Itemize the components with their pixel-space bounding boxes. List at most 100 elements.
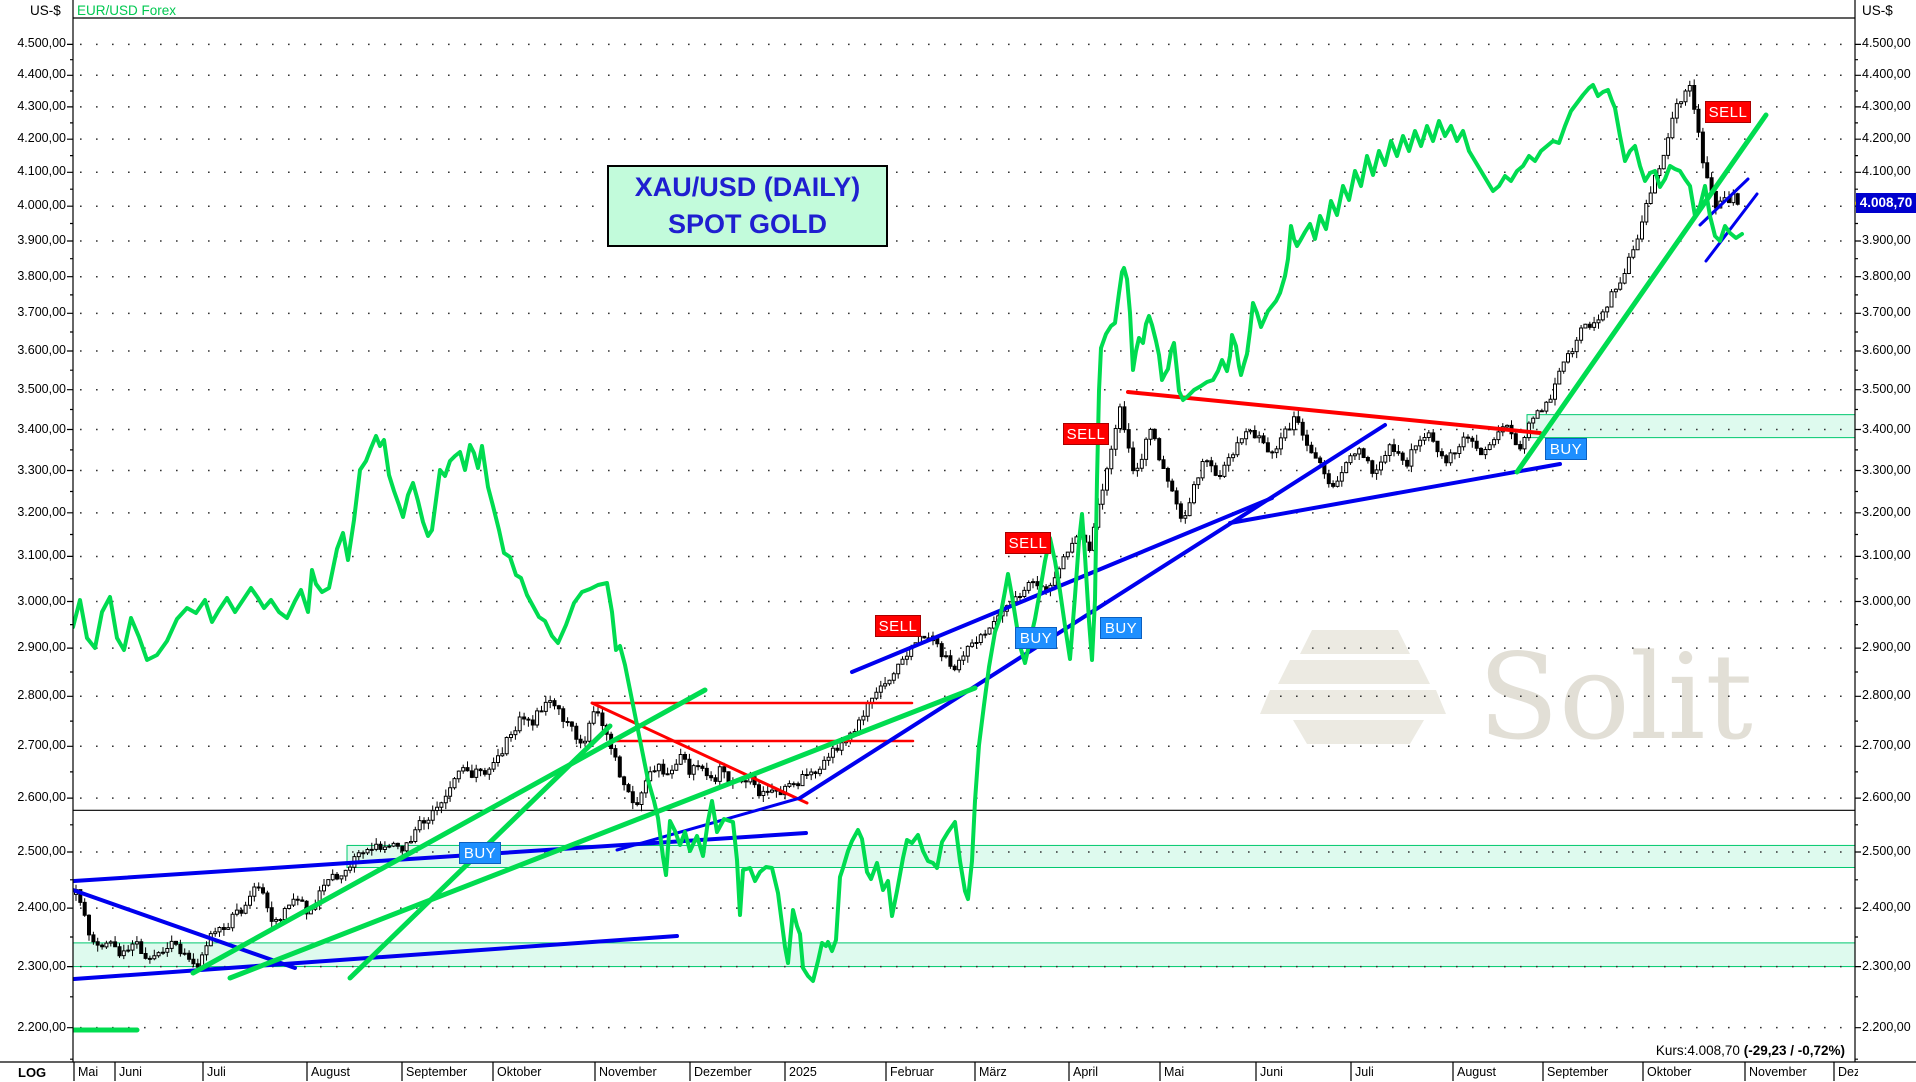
blue-trendline (1704, 192, 1759, 263)
green-trendline (227, 685, 978, 981)
price-axis-label-left: 3.300,00 (17, 462, 66, 477)
price-axis-label-right: 2.300,00 (1862, 958, 1911, 973)
price-axis-label-right: 2.500,00 (1862, 844, 1911, 858)
blue-trendline (1698, 177, 1750, 227)
price-axis-label-right: 3.400,00 (1862, 421, 1911, 436)
price-axis-label-right: 2.800,00 (1862, 688, 1911, 703)
price-axis-label-right: 4.500,00 (1862, 36, 1911, 51)
blue-trendline (1228, 462, 1562, 525)
price-axis-label-right: 3.000,00 (1862, 593, 1911, 608)
log-scale-label: LOG (18, 1065, 47, 1080)
price-axis-label-right: 3.700,00 (1862, 305, 1911, 320)
chart-title-line1: XAU/USD (DAILY) (634, 172, 861, 202)
overlay-series-label: EUR/USD Forex (77, 3, 177, 18)
buy-signal-badge: BUY (459, 842, 501, 864)
candles-up (74, 85, 1736, 968)
price-axis-label-right: 2.600,00 (1862, 790, 1911, 805)
price-axis-label-left: 4.100,00 (17, 164, 66, 179)
price-axis-label-right: 4.100,00 (1862, 164, 1911, 179)
month-label: Dez (1838, 1065, 1858, 1079)
month-label: Juli (1355, 1065, 1374, 1079)
month-label: Februar (890, 1065, 934, 1079)
price-axis-label-left: 3.100,00 (17, 548, 66, 563)
time-axis: Mai Juni Juli August September Oktober Novembe… (0, 1062, 1858, 1082)
month-label: Juni (119, 1065, 142, 1079)
price-axis-label-left: 2.200,00 (17, 1019, 66, 1034)
price-axis-label-right: 2.400,00 (1862, 900, 1911, 915)
price-axis-label-right: 3.600,00 (1862, 342, 1911, 357)
left-axis-currency-label: US-$ (30, 3, 61, 18)
buy-signal-badge: BUY (1100, 617, 1142, 639)
support-zone-band (73, 942, 1855, 968)
price-axis-label-left: 4.200,00 (17, 131, 66, 146)
price-axis-label-left: 4.300,00 (17, 98, 66, 113)
price-axis-label-left: 2.300,00 (17, 958, 66, 973)
blue-trendline (850, 496, 1274, 674)
price-axis-label-left: 2.900,00 (17, 640, 66, 655)
price-axis-label-right: 3.800,00 (1862, 268, 1911, 283)
price-axis-label-left: 3.900,00 (17, 233, 66, 247)
quote-change: (-29,23 / -0,72%) (1743, 1043, 1845, 1058)
price-axis-label-right: 4.400,00 (1862, 67, 1911, 82)
red-trendline (590, 701, 809, 805)
sell-signal-badge: SELL (1005, 532, 1051, 554)
price-axis-label-left: 3.400,00 (17, 421, 66, 436)
month-label: März (979, 1065, 1007, 1079)
green-trendline (1514, 112, 1769, 475)
watermark-pyramid-slab (1260, 690, 1446, 714)
watermark-text: Solit (1478, 628, 1753, 766)
watermark-pyramid-slab (1293, 720, 1424, 744)
price-axis-label-right: 3.100,00 (1862, 548, 1911, 563)
month-label: Dezember (694, 1065, 752, 1079)
price-axis-label-right: 2.900,00 (1862, 640, 1911, 655)
red-trendline (1126, 390, 1542, 435)
eur-usd-overlay-line (73, 83, 1744, 983)
quote-status-line: Kurs:4.008,70 (-29,23 / -0,72%) (1656, 1043, 1845, 1058)
price-axis-label-left: 2.400,00 (17, 900, 66, 915)
month-label: April (1073, 1065, 1099, 1079)
price-axis-label-left: 3.500,00 (17, 381, 66, 396)
price-axis-label-right: 3.900,00 (1862, 233, 1911, 247)
price-axis-label-left: 2.600,00 (17, 790, 66, 805)
price-axis-label-left: 2.700,00 (17, 738, 66, 753)
support-zone-band (1526, 414, 1855, 439)
month-label: September (406, 1065, 468, 1079)
sell-signal-badge: SELL (1705, 101, 1751, 123)
price-axis-label-right: 2.700,00 (1862, 738, 1911, 753)
candles-down (78, 85, 1740, 968)
price-axis-label-right: 4.300,00 (1862, 98, 1911, 113)
quote-label: Kurs: (1655, 1043, 1688, 1058)
month-label: 2025 (789, 1065, 817, 1079)
price-axis-label-left: 4.400,00 (17, 67, 66, 82)
month-label: Mai (1164, 1065, 1185, 1079)
last-price-tag: 4.008,70 (1856, 193, 1916, 214)
price-axis-label-right: 2.200,00 (1862, 1019, 1911, 1034)
month-label: Oktober (497, 1065, 542, 1079)
solit-watermark-group: Solit (1260, 628, 1753, 766)
price-axis-label-left: 3.000,00 (17, 593, 66, 608)
price-axis-label-left: 3.800,00 (17, 268, 66, 283)
price-axis-label-left: 4.500,00 (17, 36, 66, 51)
month-label: August (1457, 1065, 1496, 1079)
month-label: Juni (1260, 1065, 1283, 1079)
price-axis-label-left: 3.700,00 (17, 305, 66, 320)
chart-title-line2: SPOT GOLD (667, 209, 827, 239)
price-axis-label-left: 2.500,00 (17, 844, 66, 858)
blue-trendline (73, 888, 297, 970)
support-zone-band (346, 844, 1855, 868)
watermark-pyramid-slab (1278, 660, 1430, 684)
price-axis-label-left: 4.000,00 (17, 198, 66, 213)
buy-signal-badge: BUY (1015, 627, 1057, 649)
month-label: Juli (207, 1065, 226, 1079)
price-axis-label-right: 3.500,00 (1862, 381, 1911, 396)
price-axis-label-right: 3.200,00 (1862, 504, 1911, 519)
month-label: Mai (78, 1065, 99, 1079)
green-trendline (190, 687, 708, 976)
month-label: September (1547, 1065, 1609, 1079)
buy-signal-badge: BUY (1545, 438, 1587, 460)
price-axis-label-right: 3.300,00 (1862, 462, 1911, 477)
right-axis-currency-label: US-$ (1862, 3, 1893, 18)
